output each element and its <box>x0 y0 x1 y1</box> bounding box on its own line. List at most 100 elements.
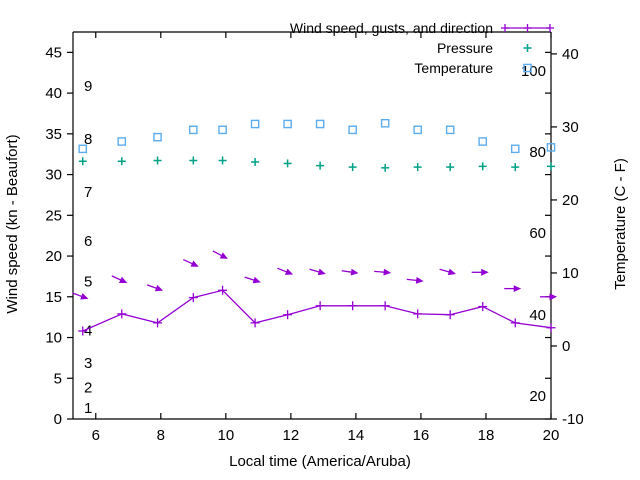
fahrenheit-label-60: 60 <box>529 225 546 242</box>
beaufort-label-1: 1 <box>84 400 92 417</box>
temperature-point <box>546 143 556 152</box>
temperature-point <box>189 125 198 135</box>
wind-speed-point <box>348 301 358 311</box>
y-tick-10: 10 <box>45 330 62 347</box>
pressure-point <box>78 157 87 166</box>
temperature-point <box>510 144 520 154</box>
temperature-point <box>348 125 357 135</box>
temperature-point <box>283 119 292 129</box>
pressure-point <box>348 163 357 172</box>
beaufort-label-2: 2 <box>84 379 92 396</box>
wind-direction-arrow <box>471 268 489 276</box>
beaufort-label-4: 4 <box>84 322 92 339</box>
y2-tick-0: 0 <box>562 338 570 355</box>
wind-direction-arrow <box>540 293 557 301</box>
temperature-point <box>218 125 227 135</box>
x-tick-10: 10 <box>217 427 234 444</box>
bottom-axis-ticks: 6 8 10 12 14 16 18 20 <box>92 32 560 444</box>
pressure-point <box>283 159 292 168</box>
legend-marker-2 <box>523 63 532 73</box>
beaufort-label-6: 6 <box>84 233 92 250</box>
wind-direction-arrow <box>244 276 261 284</box>
wind-direction-arrow <box>439 268 456 276</box>
fahrenheit-label-20: 20 <box>529 388 546 405</box>
x-tick-8: 8 <box>157 427 165 444</box>
fahrenheit-label-40: 40 <box>529 307 546 324</box>
legend-marker-0 <box>501 24 509 32</box>
pressure-point <box>511 163 520 172</box>
y-tick-5: 5 <box>54 370 62 387</box>
wind-speed-point <box>188 293 198 303</box>
temperature-point <box>380 118 390 128</box>
pressure-point <box>117 157 126 166</box>
fahrenheit-label-100: 100 <box>521 63 546 80</box>
y-tick-40: 40 <box>45 85 62 102</box>
wind-direction-arrow <box>111 275 128 284</box>
wind-direction-arrow <box>72 292 89 300</box>
wind-speed-point <box>153 318 163 328</box>
y-tick-0: 0 <box>54 411 62 428</box>
y-tick-25: 25 <box>45 207 62 224</box>
x-tick-20: 20 <box>543 427 560 444</box>
wind-direction-arrow <box>277 267 294 275</box>
y2-tick-10: 10 <box>562 265 579 282</box>
x-tick-12: 12 <box>283 427 300 444</box>
chart-legend: Wind speed, gusts, and direction Pressure… <box>290 20 554 76</box>
beaufort-scale-labels: 1 2 3 4 5 6 7 8 9 <box>84 78 92 417</box>
pressure-point <box>446 163 455 172</box>
y-tick-45: 45 <box>45 44 62 61</box>
beaufort-label-9: 9 <box>84 78 92 95</box>
series-pressure <box>78 156 555 172</box>
legend-marker-mid-0 <box>523 24 532 32</box>
wind-direction-arrow <box>504 285 522 293</box>
temperature-point <box>250 119 260 129</box>
pressure-point <box>153 156 162 165</box>
wind-speed-point <box>445 310 455 320</box>
wind-direction-arrow <box>374 268 392 276</box>
wind-speed-point <box>250 318 260 328</box>
y-tick-30: 30 <box>45 167 62 184</box>
temperature-point <box>478 137 488 146</box>
series-temperature <box>78 118 556 154</box>
x-tick-16: 16 <box>413 427 430 444</box>
pressure-point <box>251 157 260 166</box>
x-tick-14: 14 <box>348 427 365 444</box>
wind-speed-point <box>478 302 488 312</box>
temperature-point <box>315 119 325 129</box>
wind-speed-point <box>380 301 390 311</box>
x-tick-18: 18 <box>478 427 495 444</box>
fahrenheit-label-80: 80 <box>529 144 546 161</box>
temperature-point <box>445 125 455 135</box>
wind-direction-arrow <box>212 250 228 259</box>
beaufort-label-5: 5 <box>84 273 92 290</box>
wind-direction-arrow <box>309 268 326 276</box>
pressure-point <box>189 156 198 165</box>
x-axis-title: Local time (America/Aruba) <box>229 453 411 470</box>
legend-marker-end-0 <box>546 24 554 32</box>
series-wind-speed <box>78 285 556 336</box>
wind-speed-point <box>283 310 293 320</box>
wind-speed-point <box>218 285 228 295</box>
fahrenheit-scale-labels: 20 40 60 80 100 <box>521 63 546 405</box>
pressure-point <box>478 162 487 171</box>
temperature-point <box>117 137 127 146</box>
y2-tick--10: -10 <box>562 411 584 428</box>
beaufort-label-8: 8 <box>84 131 92 148</box>
wind-direction-arrow <box>406 276 424 284</box>
y2-tick-30: 30 <box>562 119 579 136</box>
pressure-point <box>547 162 555 171</box>
pressure-point <box>381 163 390 172</box>
wind-speed-point <box>315 301 325 311</box>
beaufort-label-7: 7 <box>84 184 92 201</box>
temperature-point <box>78 144 88 154</box>
y2-tick-40: 40 <box>562 46 579 63</box>
wind-speed-point <box>546 323 556 333</box>
wind-speed-point <box>413 309 423 319</box>
temperature-point <box>153 132 162 142</box>
wind-direction-arrow <box>146 284 164 292</box>
pressure-point <box>413 163 422 172</box>
